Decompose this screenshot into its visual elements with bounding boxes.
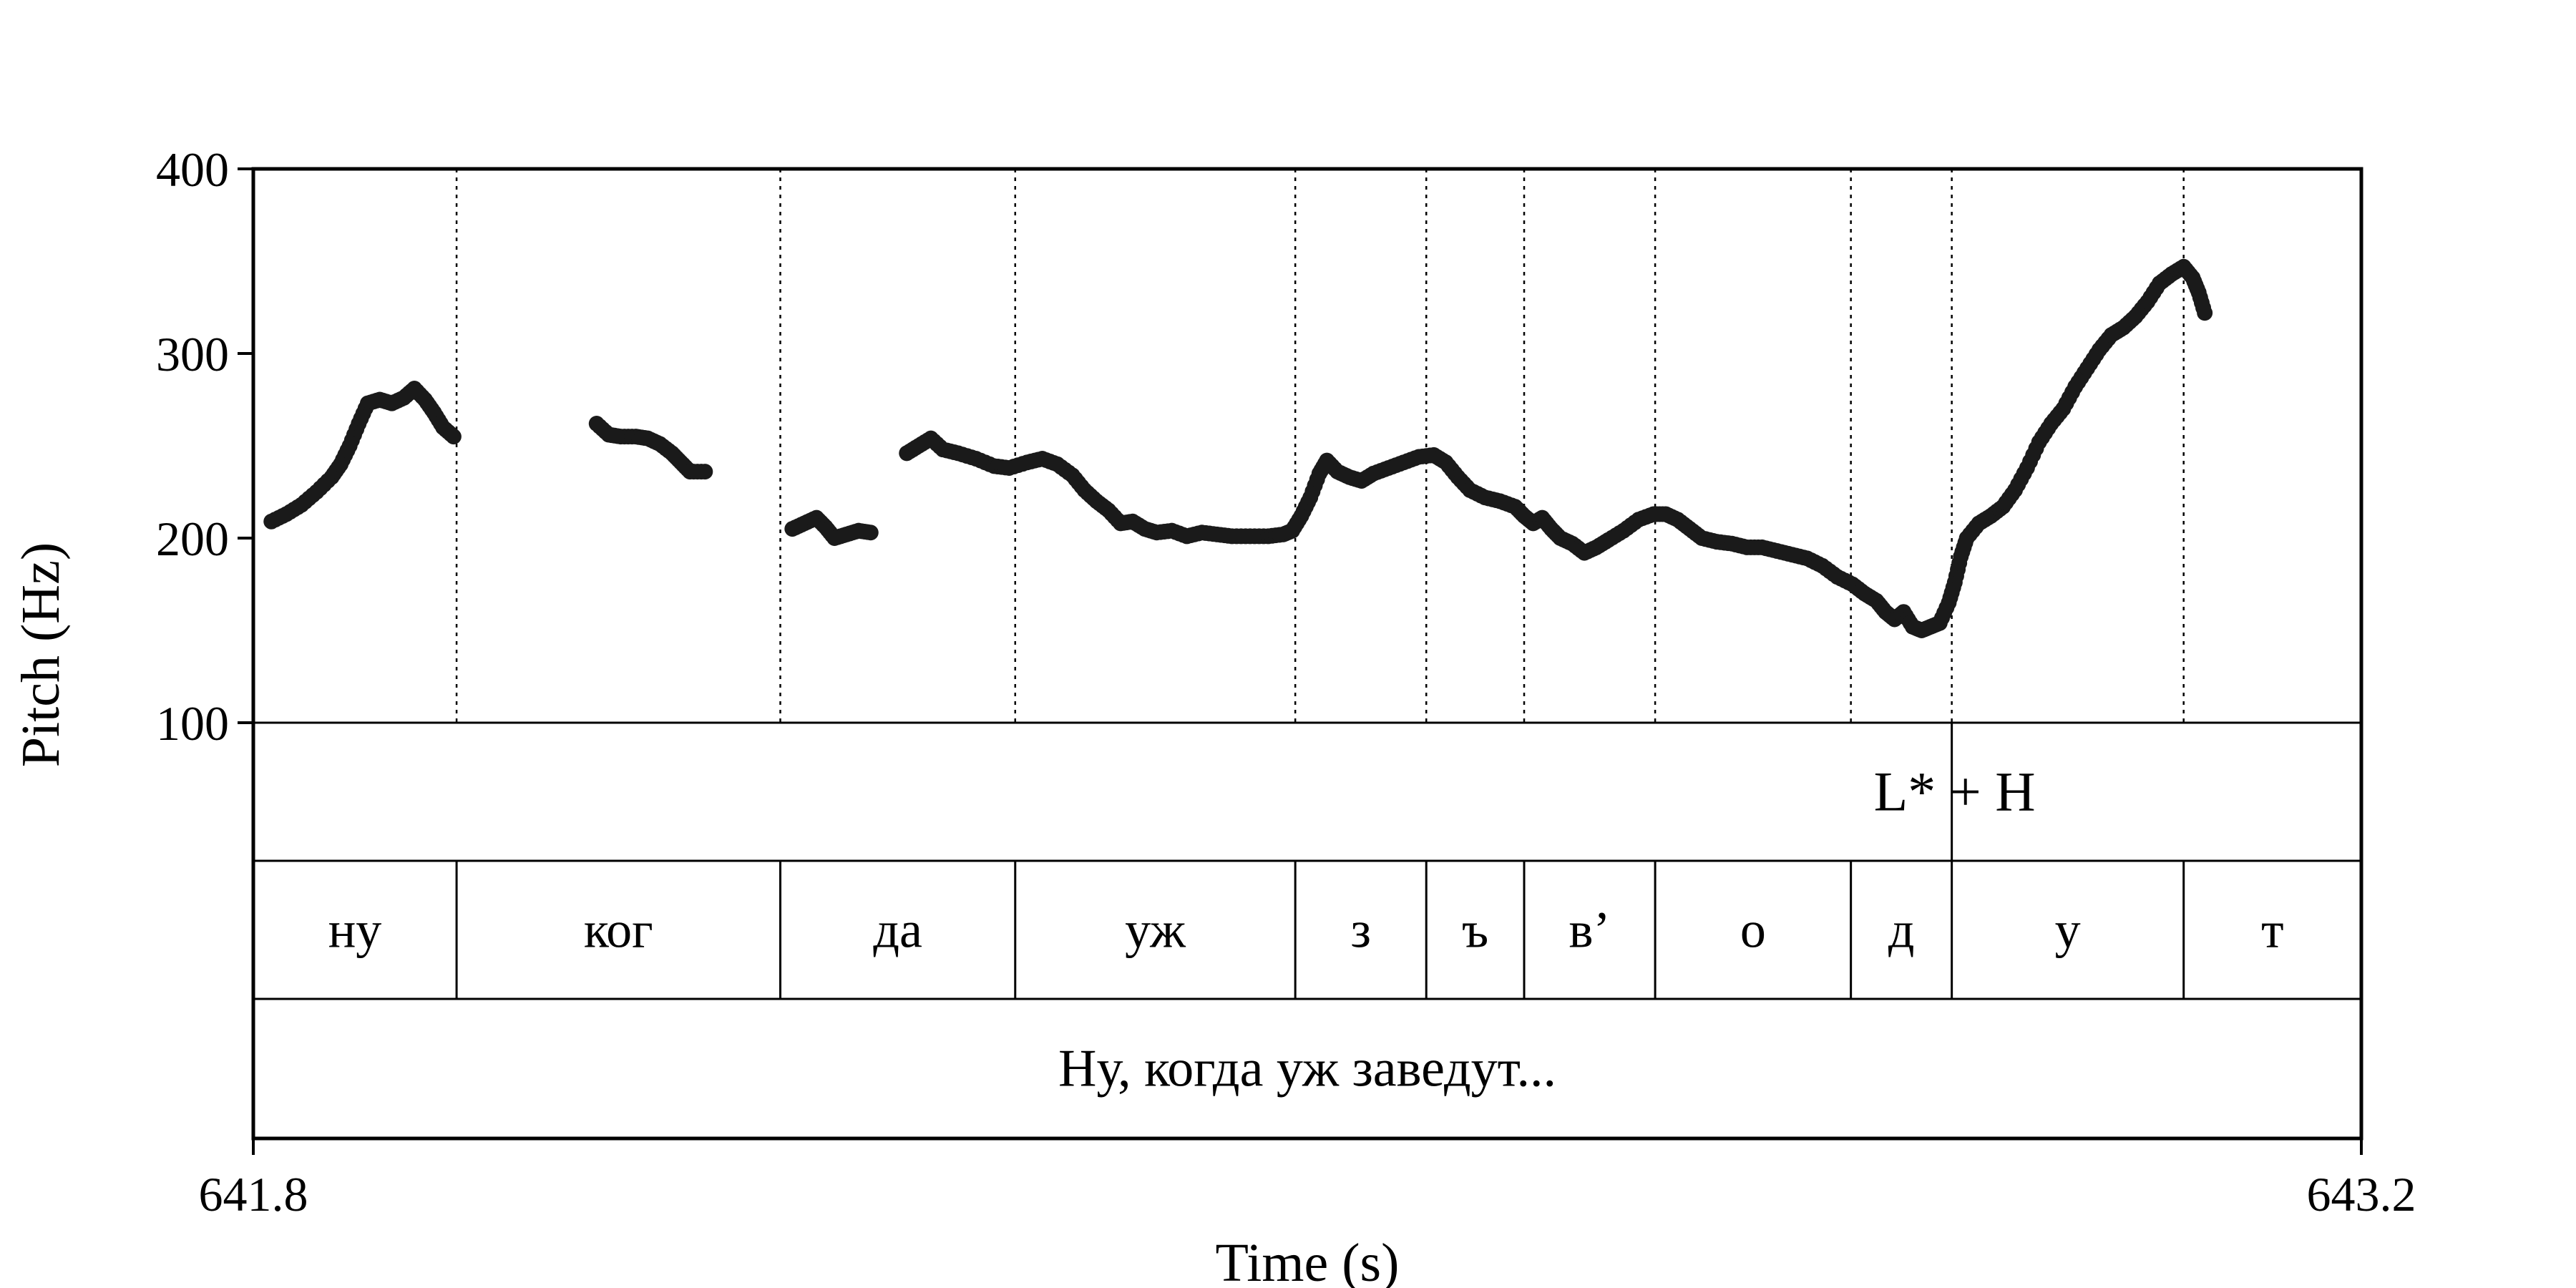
- segment-labels: ну ког да уж з ъ в’ о д у т: [328, 902, 2284, 959]
- x-axis-title: Time (s): [1216, 1233, 1400, 1288]
- segment-label: да: [873, 902, 922, 959]
- segment-label: ну: [328, 902, 382, 959]
- segment-label: т: [2261, 902, 2283, 959]
- segment-label: у: [2055, 902, 2081, 959]
- pitch-point: [862, 525, 879, 541]
- pitch-point: [445, 429, 462, 445]
- y-axis-title: Pitch (Hz): [11, 542, 71, 767]
- segment-label: о: [1740, 902, 1766, 959]
- y-tick-label: 100: [156, 696, 229, 751]
- segment-label: уж: [1125, 902, 1186, 959]
- tier-lines: [253, 721, 2361, 1000]
- utterance-label: Ну, когда уж заведут...: [1058, 1040, 1556, 1098]
- plot-frame: [251, 167, 2363, 1141]
- x-tick-label-start: 641.8: [199, 1167, 308, 1221]
- segment-boundaries: [455, 169, 2185, 999]
- pitch-point: [2197, 305, 2213, 321]
- segment-label: д: [1888, 902, 1915, 959]
- tone-label: L* + H: [1874, 761, 2036, 823]
- y-tick-label: 400: [156, 142, 229, 197]
- segment-label: ъ: [1462, 902, 1488, 959]
- y-tick-label: 300: [156, 327, 229, 381]
- y-tick-label: 200: [156, 512, 229, 566]
- segment-label: ког: [584, 902, 653, 959]
- segment-label: в’: [1569, 902, 1611, 959]
- pitch-point: [697, 464, 713, 480]
- segment-label: з: [1350, 902, 1370, 959]
- pitch-points: [263, 258, 2213, 638]
- y-axis: 100 200 300 400: [156, 142, 253, 751]
- x-tick-label-end: 643.2: [2307, 1167, 2416, 1221]
- x-axis: 641.8 643.2 Time (s): [199, 1138, 2416, 1288]
